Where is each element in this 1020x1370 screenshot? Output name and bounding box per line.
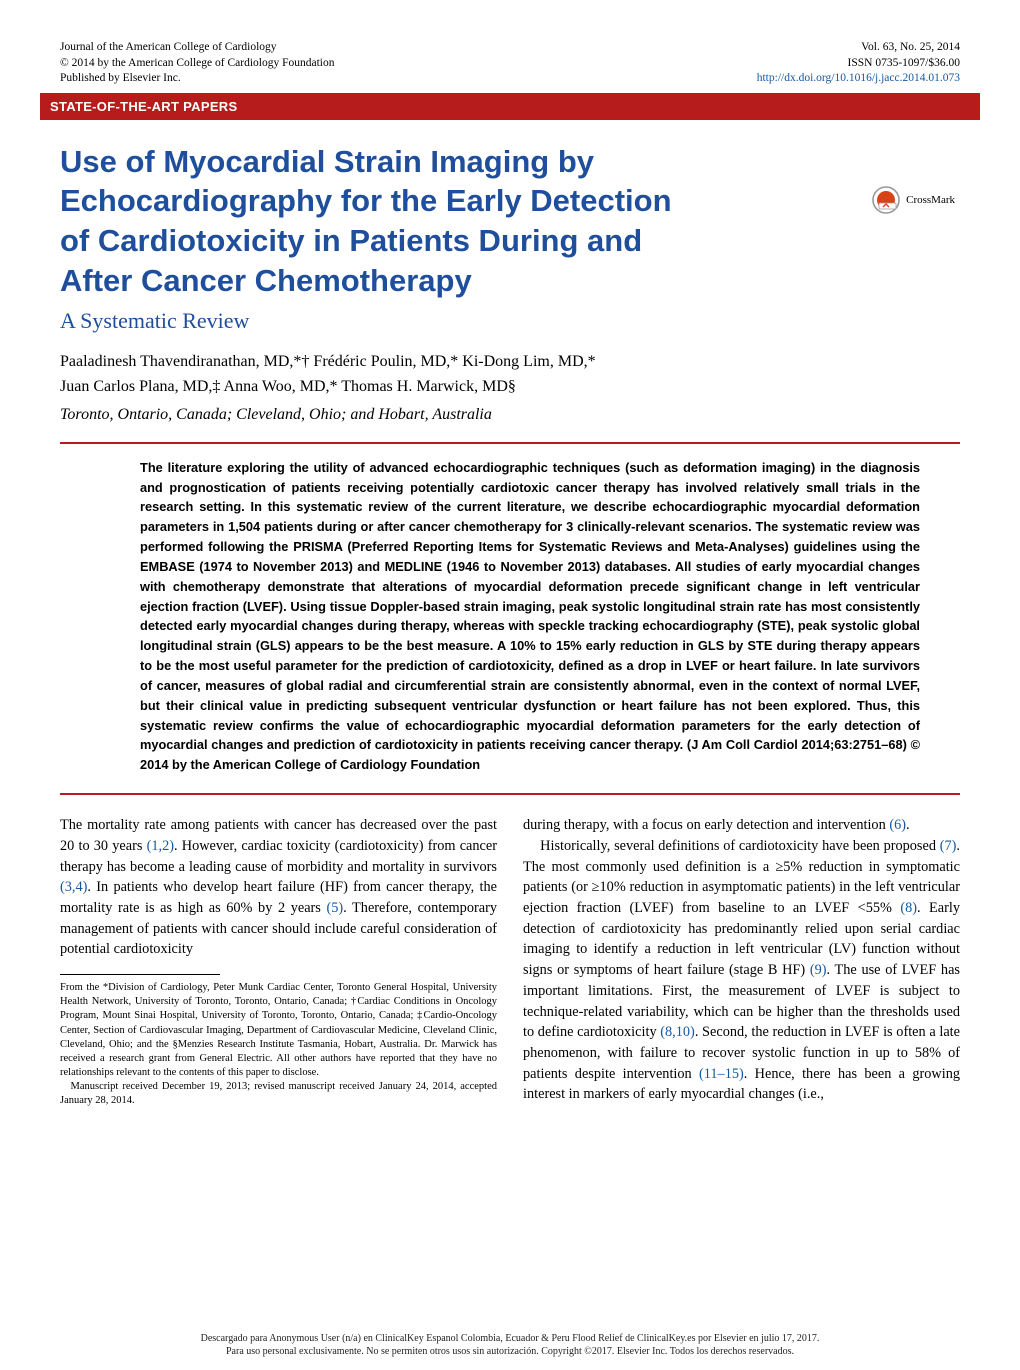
citation[interactable]: (1,2) — [147, 838, 174, 854]
citation[interactable]: (8) — [900, 900, 917, 916]
divider-bottom — [60, 793, 960, 795]
right-column: during therapy, with a focus on early de… — [523, 815, 960, 1109]
citation[interactable]: (5) — [326, 900, 343, 916]
crossmark-label: CrossMark — [906, 194, 955, 206]
copyright-line: © 2014 by the American College of Cardio… — [60, 56, 334, 72]
body-paragraph: Historically, several definitions of car… — [523, 836, 960, 1105]
section-banner: STATE-OF-THE-ART PAPERS — [40, 93, 980, 120]
citation[interactable]: (8,10) — [660, 1024, 695, 1040]
crossmark-icon — [871, 185, 901, 215]
divider-top — [60, 442, 960, 444]
article-title: Use of Myocardial Strain Imaging by Echo… — [60, 142, 740, 301]
download-footer-line1: Descargado para Anonymous User (n/a) en … — [0, 1332, 1020, 1345]
journal-name: Journal of the American College of Cardi… — [60, 40, 334, 56]
body-paragraph: The mortality rate among patients with c… — [60, 815, 497, 960]
footnote-affiliations: From the *Division of Cardiology, Peter … — [60, 981, 497, 1080]
issn: ISSN 0735-1097/$36.00 — [757, 56, 960, 72]
citation[interactable]: (6) — [889, 817, 906, 833]
doi-link[interactable]: http://dx.doi.org/10.1016/j.jacc.2014.01… — [757, 71, 960, 87]
body-paragraph: during therapy, with a focus on early de… — [523, 815, 960, 836]
citation[interactable]: (3,4) — [60, 879, 87, 895]
download-footer: Descargado para Anonymous User (n/a) en … — [0, 1332, 1020, 1358]
article-subtitle: A Systematic Review — [60, 308, 960, 334]
authors-line-2: Juan Carlos Plana, MD,‡ Anna Woo, MD,* T… — [60, 375, 960, 400]
download-footer-line2: Para uso personal exclusivamente. No se … — [0, 1345, 1020, 1358]
authors-line-1: Paaladinesh Thavendiranathan, MD,*† Fréd… — [60, 350, 960, 375]
footnote-manuscript: Manuscript received December 19, 2013; r… — [60, 1080, 497, 1108]
footnote-rule — [60, 974, 220, 975]
citation[interactable]: (11–15) — [699, 1066, 744, 1082]
citation[interactable]: (7) — [940, 838, 957, 854]
body-columns: The mortality rate among patients with c… — [60, 815, 960, 1109]
crossmark-badge[interactable]: CrossMark — [871, 185, 955, 215]
volume-issue: Vol. 63, No. 25, 2014 — [757, 40, 960, 56]
author-affiliations: Toronto, Ontario, Canada; Cleveland, Ohi… — [60, 406, 960, 424]
author-list: Paaladinesh Thavendiranathan, MD,*† Fréd… — [60, 350, 960, 400]
footnotes: From the *Division of Cardiology, Peter … — [60, 981, 497, 1109]
citation[interactable]: (9) — [810, 962, 827, 978]
left-column: The mortality rate among patients with c… — [60, 815, 497, 1109]
publisher-line: Published by Elsevier Inc. — [60, 71, 334, 87]
page-header: Journal of the American College of Cardi… — [60, 40, 960, 87]
abstract: The literature exploring the utility of … — [60, 458, 960, 775]
